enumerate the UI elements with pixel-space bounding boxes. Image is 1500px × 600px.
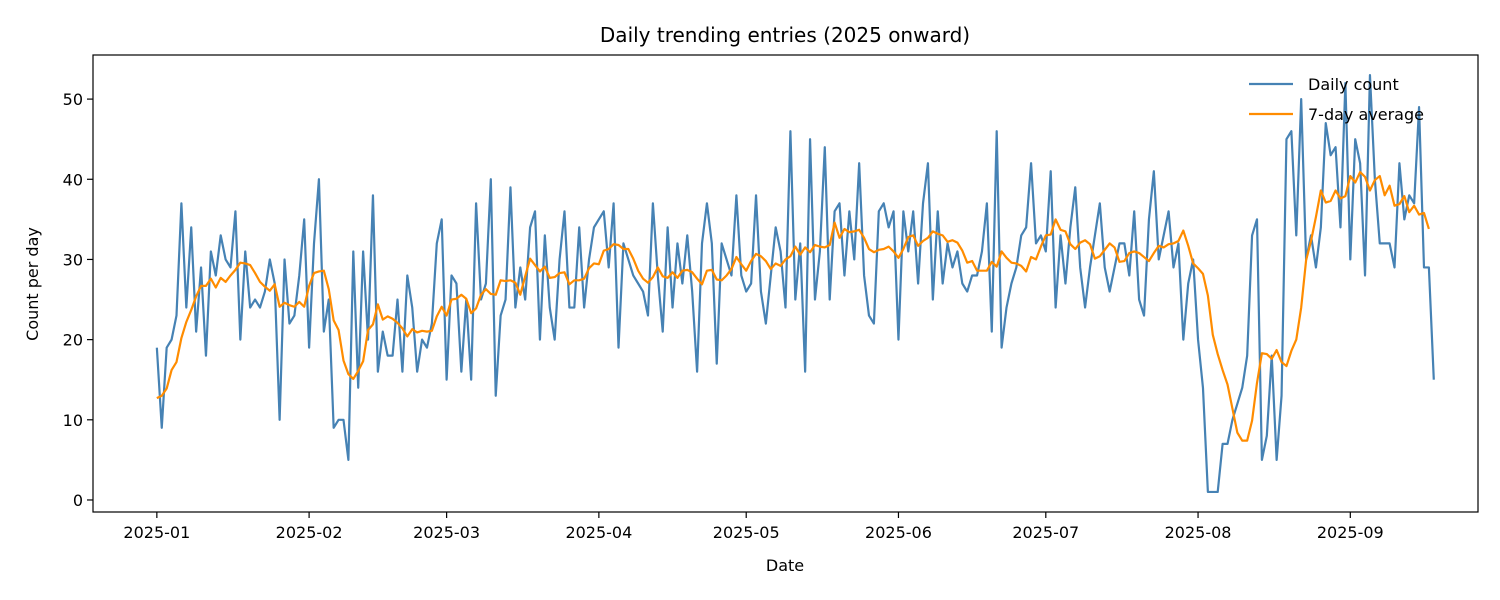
plot-frame bbox=[92, 54, 1479, 513]
x-tick-label: 2025-05 bbox=[713, 523, 780, 542]
series-line-2 bbox=[156, 170, 1430, 442]
x-tick-label: 2025-07 bbox=[1012, 523, 1079, 542]
y-tick-label: 40 bbox=[63, 170, 83, 189]
x-tick-label: 2025-03 bbox=[413, 523, 480, 542]
y-tick-label: 50 bbox=[63, 90, 83, 109]
y-tick-label: 20 bbox=[63, 331, 83, 350]
y-tick-label: 10 bbox=[63, 411, 83, 430]
series-line-1 bbox=[155, 73, 1435, 494]
y-tick-label: 0 bbox=[73, 491, 83, 510]
legend: Daily count 7-day average bbox=[1249, 75, 1424, 124]
legend-label-2: 7-day average bbox=[1308, 105, 1424, 124]
x-tick-label: 2025-02 bbox=[276, 523, 343, 542]
x-tick-label: 2025-08 bbox=[1165, 523, 1232, 542]
x-axis-label: Date bbox=[766, 556, 804, 575]
chart-title: Daily trending entries (2025 onward) bbox=[600, 23, 970, 47]
x-tick-label: 2025-01 bbox=[123, 523, 190, 542]
y-axis-label: Count per day bbox=[23, 227, 42, 341]
x-tick-label: 2025-06 bbox=[865, 523, 932, 542]
x-tick-label: 2025-04 bbox=[565, 523, 632, 542]
x-tick-label: 2025-09 bbox=[1317, 523, 1384, 542]
plot-area: 2025-01 2025-02 2025-03 2025-04 2025-05 2025-… bbox=[63, 54, 1479, 542]
y-tick-label: 30 bbox=[63, 250, 83, 269]
legend-label-1: Daily count bbox=[1308, 75, 1399, 94]
